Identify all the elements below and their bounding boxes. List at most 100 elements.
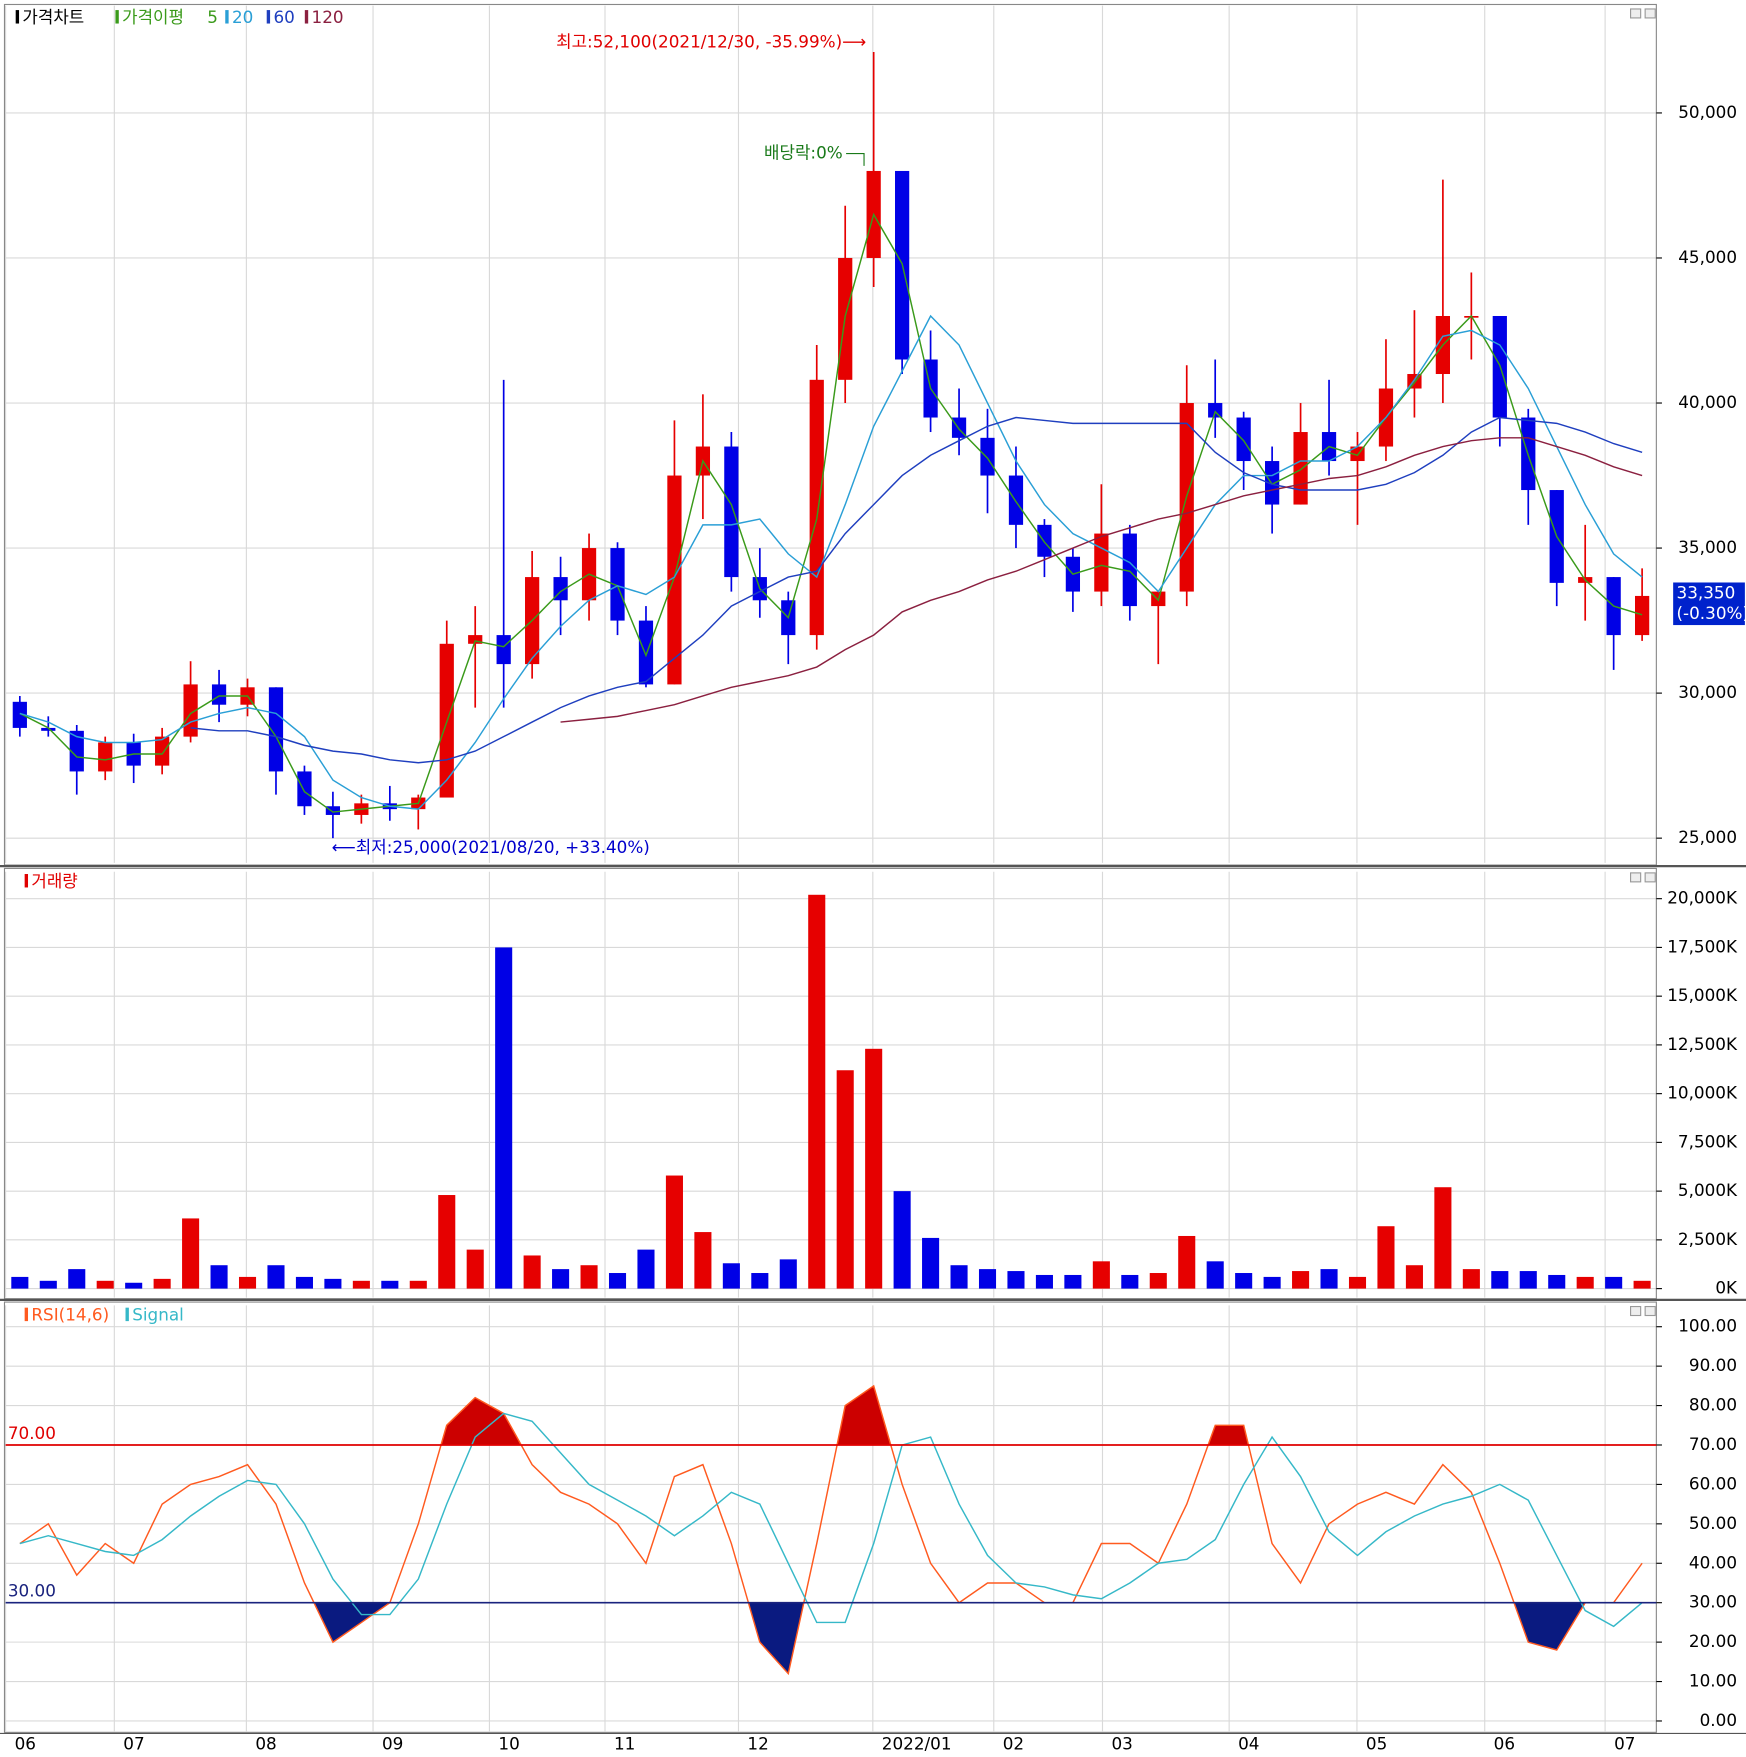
volume-bar: [1206, 1261, 1224, 1289]
candle-body: [98, 742, 113, 772]
candle-body: [724, 446, 739, 578]
candle-body: [211, 684, 227, 705]
candle-body: [496, 635, 511, 665]
volume-bar: [295, 1276, 313, 1289]
button[interactable]: [1644, 872, 1656, 883]
button[interactable]: [1630, 1305, 1642, 1317]
y-tick-label: 100.00: [1678, 1316, 1737, 1336]
x-tick-label: 03: [1111, 1734, 1132, 1754]
volume-bar: [552, 1269, 570, 1289]
y-tick-label: 0K: [1715, 1278, 1738, 1298]
panel-buttons[interactable]: [1630, 8, 1656, 1317]
volume-bar: [1377, 1226, 1395, 1289]
rsi-zone-fill: [441, 1385, 1249, 1445]
x-tick-label: 07: [123, 1734, 144, 1754]
volume-bar: [779, 1259, 797, 1289]
volume-bar: [722, 1263, 740, 1289]
y-tick-label: 50.00: [1689, 1513, 1737, 1533]
volume-bar: [893, 1191, 911, 1289]
volume-bar: [808, 894, 826, 1289]
candle-body: [155, 736, 170, 766]
legend-swatch: [304, 10, 309, 24]
y-tick-label: 35,000: [1678, 537, 1737, 557]
last-price-label: 33,350: [1677, 583, 1736, 603]
volume-bar: [1263, 1276, 1281, 1289]
x-tick-label: 09: [382, 1734, 403, 1754]
marks-layer: [11, 52, 1651, 1676]
volume-bar: [1405, 1265, 1423, 1289]
x-tick-label: 02: [1003, 1734, 1024, 1754]
x-tick-label: 06: [15, 1734, 36, 1754]
candle-body: [1236, 417, 1251, 462]
volume-bar: [238, 1276, 257, 1289]
legend-swatch: [24, 874, 29, 888]
x-tick-label: 11: [614, 1734, 635, 1754]
candle-body: [268, 687, 284, 772]
volume-bar: [950, 1265, 968, 1289]
y-tick-label: 15,000K: [1667, 985, 1738, 1005]
volume-bar: [836, 1070, 854, 1289]
button[interactable]: [1630, 8, 1642, 19]
y-tick-label: 10.00: [1689, 1671, 1737, 1691]
candle-body: [1293, 432, 1308, 505]
ma-line: [560, 437, 1643, 723]
volume-bar: [751, 1273, 769, 1289]
y-tick-label: 60.00: [1689, 1473, 1737, 1493]
y-tick-label: 50,000: [1678, 102, 1737, 122]
y-tick-label: 2,500K: [1678, 1229, 1738, 1249]
volume-bar: [1064, 1274, 1082, 1289]
volume-bar: [39, 1280, 57, 1289]
volume-bar: [1149, 1273, 1167, 1289]
volume-bar: [1633, 1280, 1651, 1289]
y-tick-label: 20,000K: [1667, 888, 1738, 908]
legend-label: 가격차트: [22, 7, 84, 27]
candle-body: [809, 379, 824, 636]
legend-swatch: [115, 10, 119, 24]
last-change-label: (-0.30%): [1677, 603, 1746, 623]
candle-body: [69, 730, 84, 772]
button[interactable]: [1644, 8, 1656, 19]
y-tick-label: 90.00: [1689, 1355, 1737, 1375]
candle-body: [325, 806, 341, 815]
last-price-box: [1673, 582, 1745, 626]
volume-bar: [1007, 1271, 1025, 1289]
volume-bar: [1605, 1276, 1623, 1289]
volume-bar: [865, 1048, 883, 1289]
volume-bar: [1519, 1271, 1537, 1289]
y-tick-label: 7,500K: [1678, 1131, 1738, 1151]
button[interactable]: [1644, 1305, 1656, 1317]
volume-bar: [182, 1218, 200, 1289]
y-tick-label: 5,000K: [1678, 1180, 1738, 1200]
reference-label: 30.00: [8, 1580, 56, 1600]
volume-bar: [665, 1175, 683, 1289]
candle-body: [1265, 461, 1280, 505]
candle-body: [1008, 475, 1024, 525]
y-tick-label: 45,000: [1678, 247, 1737, 267]
annotation: 배당락:0%: [764, 143, 843, 163]
reference-label: 70.00: [8, 1423, 56, 1443]
volume-bar: [495, 947, 513, 1289]
volume-bar: [381, 1280, 399, 1289]
volume-bar: [352, 1280, 370, 1289]
candle-body: [41, 727, 56, 731]
y-tick-label: 80.00: [1689, 1395, 1737, 1415]
y-tick-label: 70.00: [1689, 1434, 1737, 1454]
candle-body: [1208, 403, 1223, 418]
volume-bar: [11, 1276, 29, 1289]
legend-label: Signal: [132, 1305, 184, 1325]
annotation: 최고:52,100(2021/12/30, -35.99%)⟶: [556, 32, 866, 52]
legend-label: 5: [207, 7, 218, 27]
volume-bar: [153, 1278, 171, 1289]
volume-bar: [1462, 1269, 1480, 1289]
volume-bar: [409, 1280, 427, 1289]
x-tick-label: 04: [1238, 1734, 1259, 1754]
candle-body: [610, 548, 625, 621]
legend-swatch: [15, 10, 20, 24]
ma-line: [19, 212, 1643, 813]
button[interactable]: [1630, 872, 1642, 883]
legend-label: 거래량: [31, 871, 77, 891]
legend-swatch: [24, 1307, 29, 1322]
y-tick-label: 20.00: [1689, 1631, 1737, 1651]
